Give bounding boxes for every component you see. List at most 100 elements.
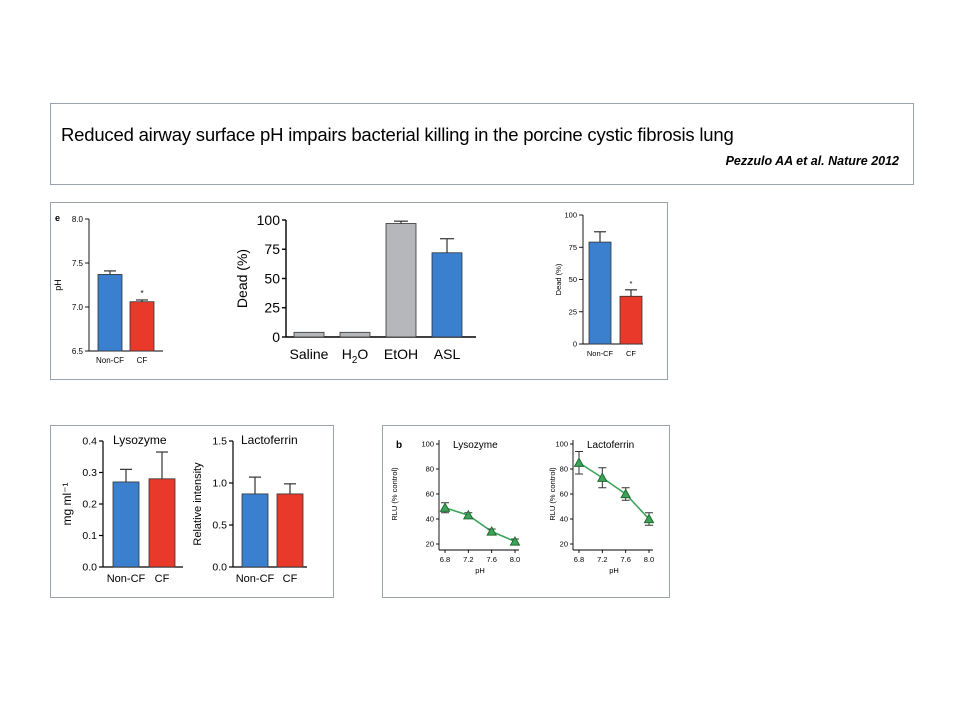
lactoferrin-x-label-0: Non-CF [236, 573, 275, 585]
rlu-lysozyme-panel-label: b [396, 440, 402, 451]
rlu-lysozyme-x-tick-label: 7.2 [463, 555, 473, 564]
lysozyme-y-tick-label: 0.2 [82, 499, 97, 511]
dead-cf-y-tick-label: 100 [564, 211, 577, 220]
rlu-lactoferrin-x-tick-label: 7.2 [597, 555, 607, 564]
dead-treatments-x-label-2: EtOH [384, 346, 418, 362]
ph-significance-1: * [140, 289, 143, 298]
figure-proteins-svg: 0.0 0.1 0.2 0.3 0.4 mg ml⁻¹ Lysozyme Non-CF CF 0.… [60, 433, 307, 585]
dead-cf-bar-1 [619, 295, 643, 345]
dead-cf-y-tick-label: 25 [569, 307, 577, 316]
rlu-lactoferrin-x-tick-label: 6.8 [574, 555, 584, 564]
rlu-lysozyme-y-tick-label: 60 [426, 490, 434, 499]
dead-treatments-y-tick-label: 75 [264, 241, 280, 257]
ph-panel-label: e [55, 213, 60, 223]
ph-y-tick-label: 7.0 [72, 303, 84, 312]
rlu-lysozyme-point-3 [509, 535, 521, 546]
dead-cf-significance-1: * [630, 279, 633, 288]
figure-panel-rlu: 20 40 60 80 100 6.8 7.2 7.6 8.0 pH RLU (% control)… [382, 425, 670, 598]
dead-treatments-y-tick-label: 25 [264, 300, 280, 316]
lysozyme-y-tick-label: 0.4 [82, 436, 97, 448]
citation: Pezzulo AA et al. Nature 2012 [725, 154, 899, 168]
ph-bar-1 [129, 301, 155, 352]
lactoferrin-title: Lactoferrin [241, 433, 298, 447]
dead-cf-bar-0 [588, 241, 612, 345]
dead-treatments-x-label-1: H2O [342, 346, 369, 366]
lactoferrin-y-label: Relative intensity [192, 462, 204, 546]
rlu-lysozyme-series-line [444, 506, 516, 543]
dead-cf-y-tick-label: 75 [569, 243, 577, 252]
rlu-lysozyme-y-tick-label: 80 [426, 465, 434, 474]
rlu-lactoferrin-point-1 [596, 472, 608, 482]
dead-cf-y-label: Dead (%) [554, 263, 563, 295]
figure-panel-proteins: 0.0 0.1 0.2 0.3 0.4 mg ml⁻¹ Lysozyme Non-CF CF 0.… [50, 425, 334, 598]
rlu-lactoferrin-point-2 [620, 488, 632, 499]
dead-treatments-bar-2 [385, 223, 417, 338]
rlu-lysozyme-y-tick-label: 40 [426, 515, 434, 524]
rlu-lactoferrin-y-label: RLU (% control) [548, 467, 557, 521]
rlu-lysozyme-y-tick-label: 100 [421, 440, 434, 449]
lysozyme-x-label-1: CF [155, 573, 170, 585]
ph-y-label: pH [53, 279, 63, 291]
dead-treatments-y-tick-label: 50 [264, 270, 280, 286]
figure-rlu-svg: 20 40 60 80 100 6.8 7.2 7.6 8.0 pH RLU (% control)… [390, 440, 655, 575]
dead-treatments-x-label-3: ASL [434, 346, 461, 362]
lysozyme-title: Lysozyme [113, 433, 167, 447]
figure-panel-row1: 6.5 7.0 7.5 8.0 pH e Non-CF * CF 0 25 50 75 100 Dead (… [50, 202, 668, 380]
rlu-lactoferrin-x-tick-label: 8.0 [644, 555, 654, 564]
lactoferrin-y-tick-label: 0.0 [212, 562, 227, 574]
rlu-lysozyme-point-0 [439, 502, 451, 512]
lactoferrin-y-tick-label: 1.5 [212, 436, 227, 448]
ph-x-label-1: CF [137, 356, 148, 365]
rlu-lactoferrin-x-tick-label: 7.6 [620, 555, 630, 564]
rlu-lactoferrin-y-tick-label: 20 [560, 540, 568, 549]
lysozyme-bar-0 [112, 481, 140, 568]
lysozyme-y-tick-label: 0.1 [82, 530, 97, 542]
dead-cf-x-label-0: Non-CF [587, 349, 614, 358]
rlu-lysozyme-x-label: pH [475, 566, 485, 575]
ph-y-tick-label: 8.0 [72, 215, 84, 224]
rlu-lactoferrin-point-3 [643, 513, 655, 524]
lysozyme-x-label-0: Non-CF [107, 573, 146, 585]
figure-row1-svg: 6.5 7.0 7.5 8.0 pH e Non-CF * CF 0 25 50 75 100 Dead (… [53, 211, 643, 366]
lysozyme-bar-1 [148, 478, 176, 568]
rlu-lysozyme-y-tick-label: 20 [426, 540, 434, 549]
rlu-lactoferrin-y-tick-label: 40 [560, 515, 568, 524]
lactoferrin-y-tick-label: 1.0 [212, 478, 227, 490]
dead-cf-x-label-1: CF [626, 349, 636, 358]
rlu-lysozyme-y-label: RLU (% control) [390, 467, 399, 521]
dead-cf-y-tick-label: 50 [569, 275, 577, 284]
rlu-lactoferrin-series-line [578, 462, 650, 520]
lysozyme-y-tick-label: 0.3 [82, 467, 97, 479]
rlu-lysozyme-x-tick-label: 6.8 [440, 555, 450, 564]
dead-treatments-bar-3 [431, 252, 463, 338]
lactoferrin-bar-1 [276, 493, 304, 568]
rlu-lysozyme-title: Lysozyme [453, 440, 498, 451]
rlu-lactoferrin-x-label: pH [609, 566, 619, 575]
dead-treatments-bar-0 [293, 331, 325, 338]
dead-treatments-y-label: Dead (%) [234, 249, 250, 308]
dead-cf-y-tick-label: 0 [573, 340, 577, 349]
ph-bar-0 [97, 274, 123, 352]
ph-y-tick-label: 7.5 [72, 259, 84, 268]
dead-treatments-y-tick-label: 100 [257, 212, 281, 228]
lactoferrin-bar-0 [241, 493, 269, 568]
lysozyme-y-label: mg ml⁻¹ [60, 483, 74, 526]
rlu-lactoferrin-y-tick-label: 100 [555, 440, 568, 449]
rlu-lysozyme-point-2 [486, 525, 498, 536]
ph-x-label-0: Non-CF [96, 356, 124, 365]
rlu-lysozyme-point-1 [462, 509, 474, 520]
dead-treatments-x-label-0: Saline [290, 346, 329, 362]
lactoferrin-x-label-1: CF [283, 573, 298, 585]
rlu-lactoferrin-y-tick-label: 80 [560, 465, 568, 474]
title-box: Reduced airway surface pH impairs bacter… [50, 103, 914, 185]
rlu-lactoferrin-title: Lactoferrin [587, 440, 634, 451]
ph-y-tick-label: 6.5 [72, 347, 84, 356]
rlu-lactoferrin-y-tick-label: 60 [560, 490, 568, 499]
rlu-lysozyme-x-tick-label: 7.6 [486, 555, 496, 564]
slide-title: Reduced airway surface pH impairs bacter… [61, 124, 734, 145]
rlu-lysozyme-x-tick-label: 8.0 [510, 555, 520, 564]
dead-treatments-y-tick-label: 0 [272, 329, 280, 345]
lactoferrin-y-tick-label: 0.5 [212, 520, 227, 532]
dead-treatments-bar-1 [339, 331, 371, 338]
lysozyme-y-tick-label: 0.0 [82, 562, 97, 574]
